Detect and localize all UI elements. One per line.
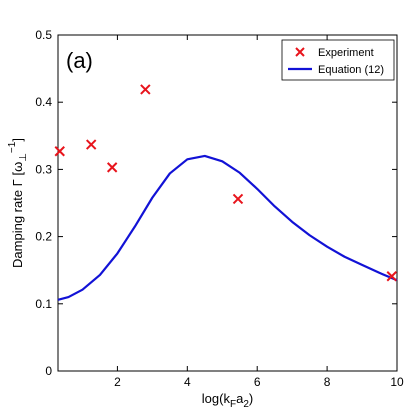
x-tick-label: 10 [390, 375, 404, 389]
y-tick-label: 0.4 [35, 95, 52, 109]
y-axis-label-sub: ⊥ [18, 153, 29, 162]
x-tick-label: 8 [324, 375, 331, 389]
experiment-point [232, 193, 244, 205]
y-tick-label: 0 [45, 364, 52, 378]
experiment-point [106, 162, 118, 173]
axis-ticks: 2 4 6 8 10 0 0.1 0.2 0.3 0.4 0.5 [35, 28, 404, 389]
y-axis-label: Damping rate Γ [ω⊥−1] [7, 138, 29, 268]
series-layer [54, 84, 398, 301]
x-tick-label: 6 [254, 375, 261, 389]
y-tick-label: 0.1 [35, 297, 52, 311]
legend-box [281, 39, 395, 81]
experiment-point [54, 146, 65, 157]
legend: Experiment Equation (12) [281, 39, 395, 81]
legend-experiment-marker [295, 47, 305, 57]
y-tick-label: 0.5 [35, 28, 52, 42]
y-tick-label: 0.2 [35, 230, 52, 244]
legend-label: Experiment [318, 47, 374, 59]
x-tick-label: 2 [114, 375, 121, 389]
y-axis-label-main: Damping rate Γ [ω [10, 162, 25, 268]
x-axis-label-sub1: F [230, 399, 236, 410]
experiment-point [85, 139, 97, 150]
legend-label: Equation (12) [318, 64, 384, 76]
plot-area [57, 34, 398, 372]
y-axis-label-end: ] [10, 138, 25, 142]
x-tick-label: 4 [184, 375, 191, 389]
panel-label: (a) [66, 48, 93, 73]
y-axis-label-sup: −1 [7, 141, 18, 153]
x-axis-label: log(kFa2) [202, 391, 253, 410]
experiment-point [140, 84, 151, 95]
x-axis-label-main: log(k [202, 391, 231, 406]
x-axis-label-sub2: 2 [243, 399, 249, 410]
x-axis-label-mid: a [236, 391, 244, 406]
x-axis-label-end: ) [249, 391, 253, 406]
equation-line [57, 154, 398, 301]
experiment-point [386, 271, 397, 282]
y-tick-label: 0.3 [35, 162, 52, 176]
